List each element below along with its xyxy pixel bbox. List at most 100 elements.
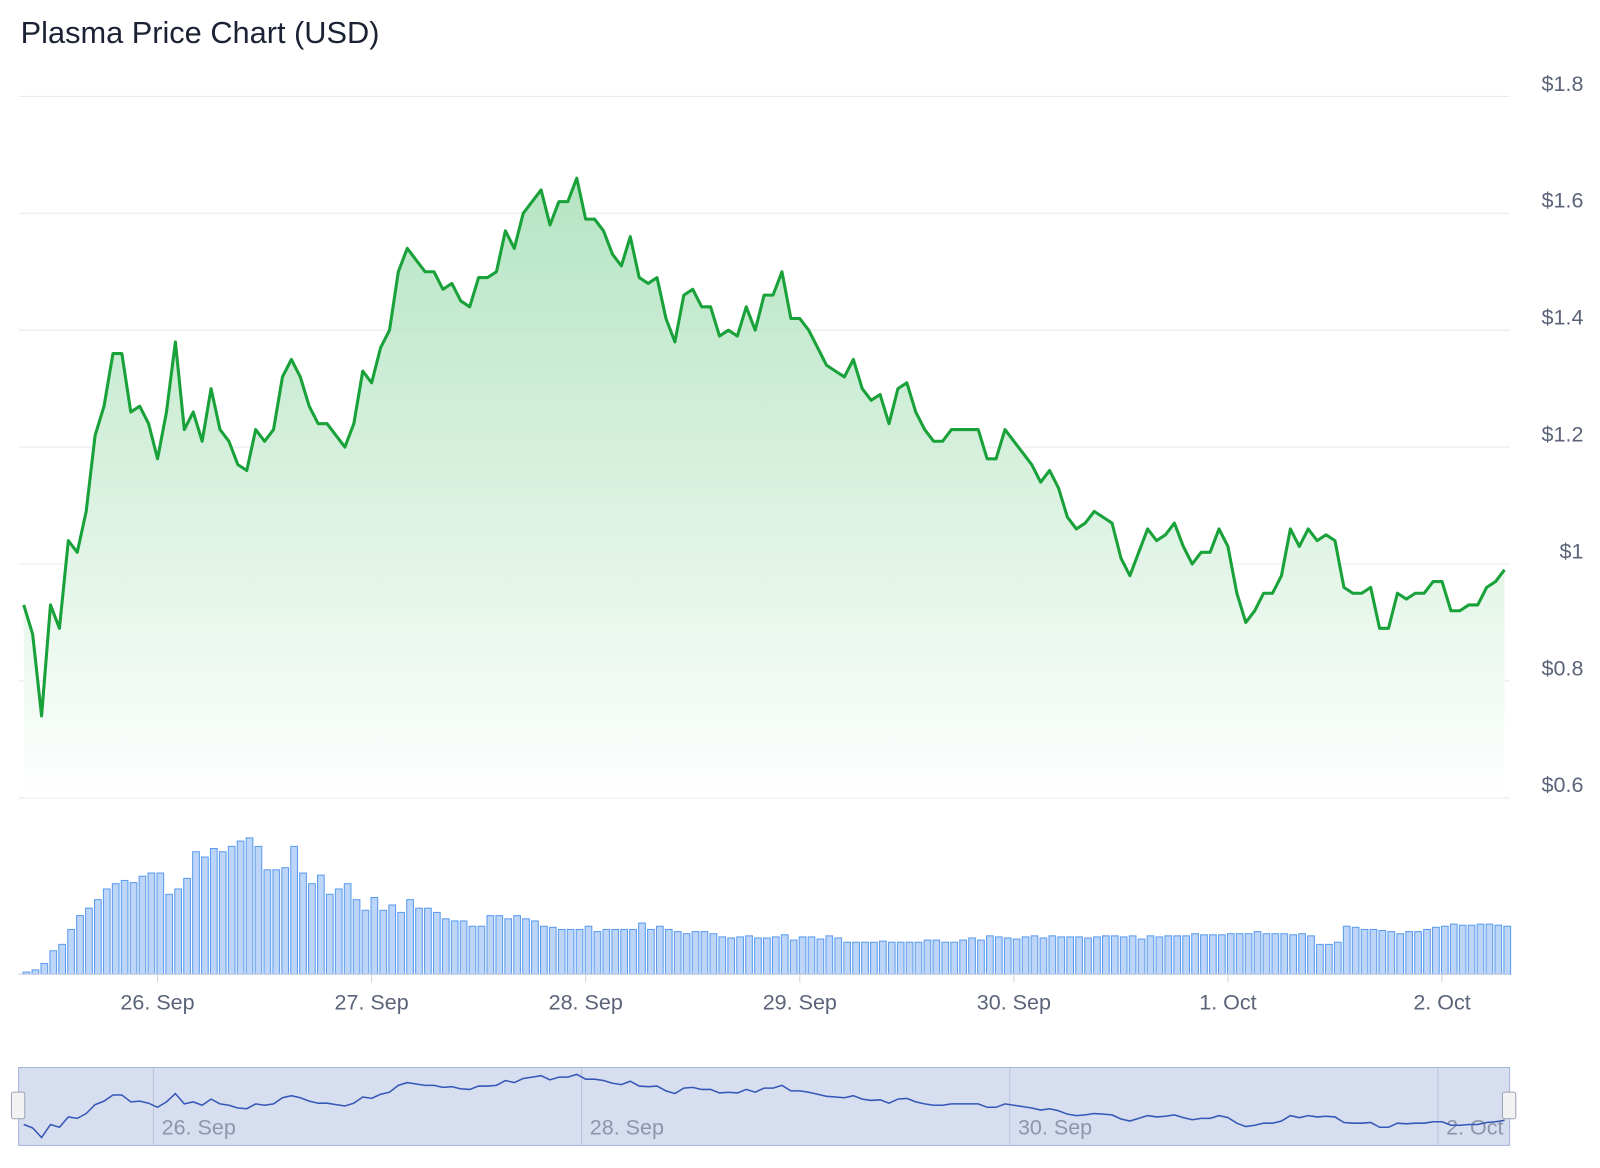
volume-bar <box>147 872 156 975</box>
volume-bar <box>557 928 566 975</box>
volume-bar <box>1262 933 1271 975</box>
navigator-line <box>23 1073 1505 1139</box>
volume-bar <box>477 925 486 975</box>
navigator-label: 28. Sep <box>590 1116 664 1140</box>
volume-bar <box>1226 933 1235 975</box>
volume-bar <box>745 935 753 975</box>
volume-bar <box>620 928 629 975</box>
navigator-handle-left[interactable] <box>10 1091 26 1120</box>
volume-bar <box>655 925 664 975</box>
volume-bar <box>1119 936 1128 975</box>
volume-bar <box>691 931 700 975</box>
volume-bar <box>780 934 789 975</box>
volume-bar <box>1324 943 1333 975</box>
volume-bar <box>325 893 334 975</box>
volume-bar <box>129 882 138 975</box>
volume-bar <box>1476 923 1485 975</box>
volume-bar <box>968 937 976 975</box>
y-tick-label: $1.2 <box>1542 423 1584 447</box>
volume-bar <box>1030 935 1039 975</box>
volume-bar <box>1021 936 1030 975</box>
volume-bar <box>58 943 67 975</box>
navigator-label: 30. Sep <box>1018 1116 1092 1140</box>
volume-bar <box>290 845 298 975</box>
navigator-background[interactable] <box>18 1066 1511 1146</box>
volume-bar <box>798 936 807 975</box>
volume-bar <box>816 938 825 975</box>
volume-bar <box>1440 925 1449 975</box>
volume-bar <box>905 941 914 975</box>
volume-bar <box>994 936 1003 975</box>
volume-bar <box>120 879 129 975</box>
volume-bar <box>308 883 316 975</box>
volume-bar <box>718 936 727 975</box>
volume-bar <box>343 883 352 975</box>
volume-bar <box>1200 934 1208 975</box>
volume-bar <box>1369 928 1378 975</box>
y-tick-label: $1.6 <box>1542 189 1584 213</box>
volume-bar <box>771 936 780 975</box>
volume-bar <box>468 925 477 975</box>
navigator-label: 2. Oct <box>1446 1116 1503 1140</box>
volume-bar <box>531 920 539 975</box>
volume-bar <box>1360 928 1369 975</box>
volume-bar <box>1191 933 1199 975</box>
y-tick-label: $1 <box>1560 539 1584 563</box>
volume-bar <box>1253 931 1262 975</box>
volume-bar <box>459 920 468 975</box>
volume-bar <box>1182 935 1190 975</box>
volume-bar <box>629 928 637 975</box>
volume-bar <box>1209 934 1217 975</box>
volume-bar <box>1137 938 1146 975</box>
volume-bar <box>424 907 432 975</box>
volume-bar <box>165 893 174 975</box>
volume-bar <box>102 888 111 975</box>
volume-bar <box>361 909 370 975</box>
volume-bar <box>1414 931 1422 975</box>
volume-bar <box>432 911 441 975</box>
navigator-handle-right[interactable] <box>1501 1091 1517 1120</box>
volume-bar <box>959 939 967 975</box>
volume-bar <box>272 869 281 975</box>
volume-bar <box>789 939 798 975</box>
volume-bar <box>1467 924 1476 975</box>
volume-bar <box>1048 935 1057 975</box>
volume-bar <box>1093 936 1101 975</box>
volume-bar <box>236 840 245 975</box>
volume-bar <box>1066 936 1075 975</box>
volume-bar <box>138 875 147 975</box>
volume-bar <box>950 941 959 975</box>
volume-bar <box>754 937 762 975</box>
x-tick-label: 2. Oct <box>1413 991 1470 1015</box>
volume-bar <box>1387 931 1396 975</box>
volume-bar <box>1155 936 1164 975</box>
volume-bar <box>1101 935 1110 975</box>
x-tick-label: 27. Sep <box>335 991 409 1015</box>
volume-bar <box>415 907 423 975</box>
volume-bar <box>352 899 361 975</box>
volume-bar <box>593 931 602 975</box>
volume-bar <box>638 922 646 975</box>
x-tick-label: 29. Sep <box>763 991 837 1015</box>
volume-bar <box>370 897 379 975</box>
y-tick-label: $0.6 <box>1542 773 1584 797</box>
volume-bar <box>727 937 736 975</box>
volume-bar <box>1405 931 1413 975</box>
volume-bar <box>486 915 495 975</box>
volume-bar <box>700 931 709 975</box>
volume-bar <box>602 928 611 975</box>
volume-bar <box>1378 930 1387 975</box>
volume-bar <box>1458 924 1467 975</box>
volume-bar <box>1298 933 1306 975</box>
volume-bar <box>192 851 200 975</box>
volume-bar <box>870 941 878 975</box>
volume-bar <box>548 926 557 975</box>
volume-bar <box>852 941 860 975</box>
volume-bar <box>209 848 218 975</box>
volume-bar <box>1396 933 1405 975</box>
volume-bar <box>923 939 932 975</box>
volume-bar <box>575 928 584 975</box>
volume-bar <box>1173 935 1182 975</box>
